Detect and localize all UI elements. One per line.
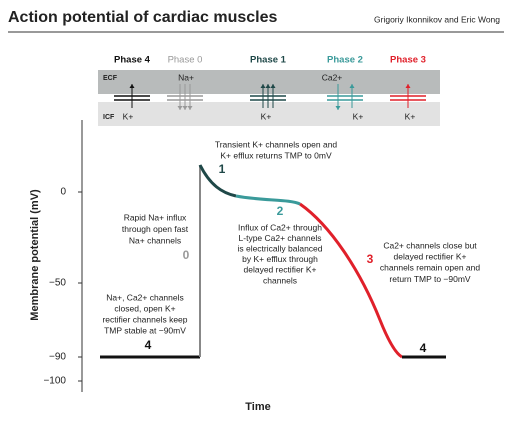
phase-label: Phase 1 <box>250 55 287 66</box>
phase-number: 2 <box>277 204 284 218</box>
ecf-band <box>98 70 440 94</box>
annotation: L-type Ca2+ channels <box>239 233 322 243</box>
phase-label: Phase 0 <box>168 55 203 66</box>
annotation: through open fast <box>122 224 189 234</box>
annotation: by K+ efflux through <box>242 254 318 264</box>
phase-number: 0 <box>183 248 190 262</box>
phase-label: Phase 4 <box>114 55 151 66</box>
y-axis-label: Membrane potential (mV) <box>29 189 41 321</box>
annotation: return TMP to −90mV <box>389 274 471 284</box>
arrow-head <box>129 84 135 88</box>
icf-band <box>98 102 440 126</box>
annotation: Na+, Ca2+ channels <box>106 292 184 302</box>
annotation: Rapid Na+ influx <box>124 212 187 222</box>
phase-number: 3 <box>367 252 374 266</box>
phase-number: 4 <box>145 338 152 352</box>
arrow-head <box>265 84 271 88</box>
ion-label: K+ <box>353 111 364 121</box>
arrow-head <box>187 106 193 110</box>
annotation: delayed rectifier K+ <box>244 265 317 275</box>
arrow-head <box>260 84 266 88</box>
x-axis-label: Time <box>245 401 270 413</box>
phase-number: 1 <box>219 162 226 176</box>
arrow-head <box>405 84 411 88</box>
annotation: rectifier channels keep <box>102 314 187 324</box>
annotation: TMP stable at −90mV <box>104 325 186 335</box>
arrow-head <box>349 84 355 88</box>
y-tick-label: −90 <box>49 352 66 363</box>
ion-label: K+ <box>261 111 272 121</box>
curve-segment <box>299 202 403 359</box>
curve-segment <box>235 194 301 206</box>
annotation: Ca2+ channels close but <box>383 240 477 250</box>
ecf-label: ECF <box>103 75 118 82</box>
curve-segment <box>198 164 237 198</box>
annotation: K+ efflux returns TMP to 0mV <box>220 150 332 160</box>
annotation: is electrically balanced <box>237 243 322 253</box>
annotation: channels <box>263 275 297 285</box>
ion-label: Na+ <box>178 72 194 82</box>
y-tick-label: −100 <box>43 376 66 387</box>
annotation: delayed rectifier K+ <box>394 251 467 261</box>
arrow-head <box>182 106 188 110</box>
annotation: Transient K+ channels open and <box>215 139 338 149</box>
y-tick-label: −50 <box>49 278 66 289</box>
arrow-head <box>177 106 183 110</box>
ion-label: K+ <box>405 111 416 121</box>
phase-label: Phase 3 <box>390 55 426 66</box>
arrow-head <box>270 84 276 88</box>
authors: Grigoriy Ikonnikov and Eric Wong <box>374 14 500 24</box>
ion-label: Ca2+ <box>322 72 343 82</box>
arrow-head <box>335 106 341 110</box>
annotation: channels remain open and <box>380 263 480 273</box>
phase-number: 4 <box>420 341 427 355</box>
title: Action potential of cardiac muscles <box>8 9 278 26</box>
y-tick-label: 0 <box>60 187 66 198</box>
annotation: closed, open K+ <box>114 303 175 313</box>
icf-label: ICF <box>103 114 115 121</box>
phase-label: Phase 2 <box>327 55 363 66</box>
ion-label: K+ <box>123 111 134 121</box>
annotation: Influx of Ca2+ through <box>238 222 322 232</box>
annotation: Na+ channels <box>129 235 181 245</box>
